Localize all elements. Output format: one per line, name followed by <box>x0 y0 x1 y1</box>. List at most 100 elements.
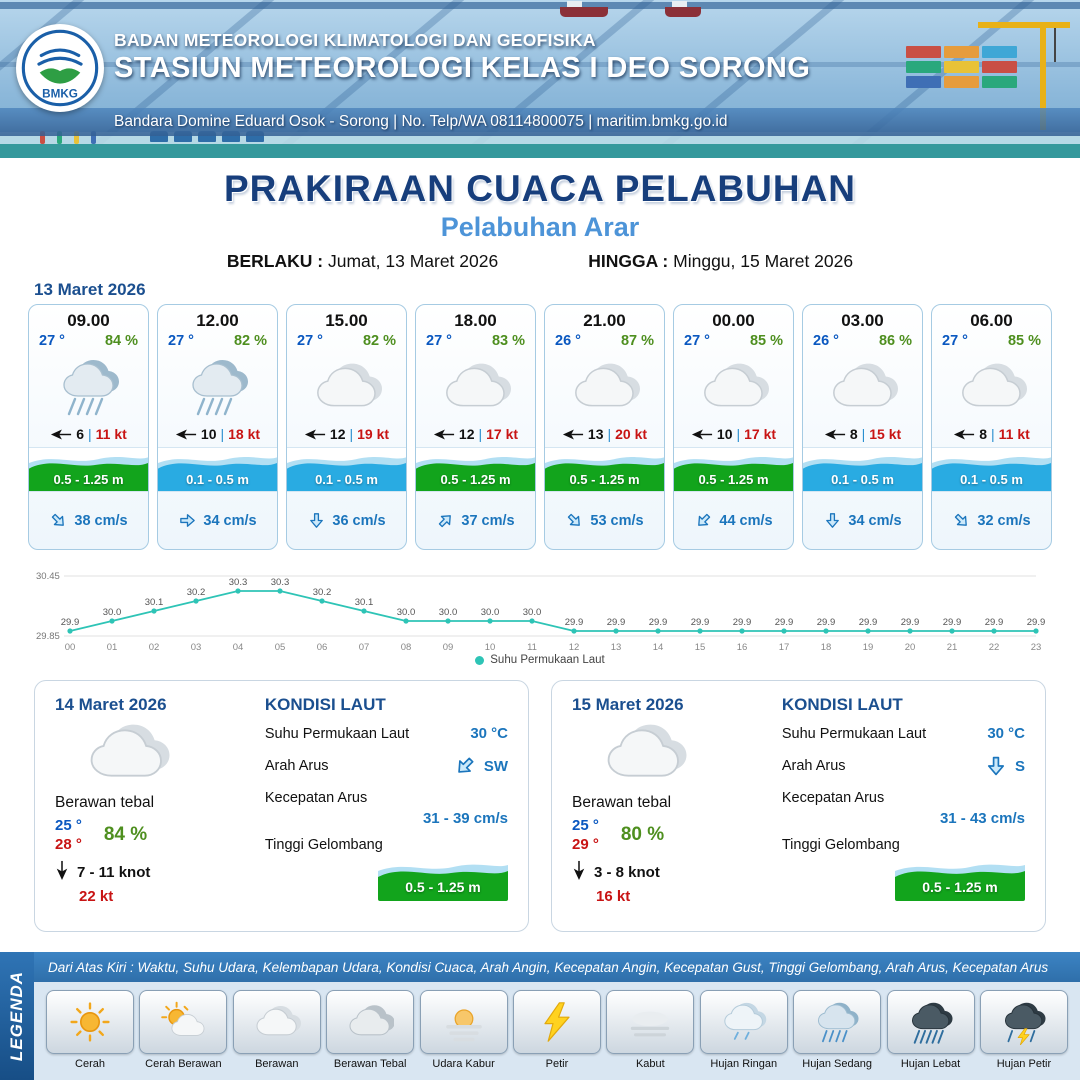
legend-description: Dari Atas Kiri : Waktu, Suhu Udara, Kele… <box>0 952 1080 982</box>
sea-conditions-title: KONDISI LAUT <box>264 695 386 714</box>
cloud-icon <box>674 349 793 425</box>
current-speed: 53 cm/s <box>590 512 644 529</box>
svg-text:29.9: 29.9 <box>607 617 626 628</box>
legend-item: Hujan Sedang <box>793 990 882 1070</box>
svg-text:29.9: 29.9 <box>565 617 584 628</box>
current-speed: 34 cm/s <box>848 512 902 529</box>
card-humidity: 86 % <box>878 333 912 349</box>
legend-items-row: Cerah Cerah Berawan Berawan Berawan Tebal Ud… <box>0 982 1080 1070</box>
card-humidity: 87 % <box>620 333 654 349</box>
wind-direction-icon <box>55 860 69 885</box>
day-condition: Berawan tebal <box>55 794 155 811</box>
current-direction-icon <box>45 507 72 534</box>
day-humidity: 80 % <box>620 824 665 845</box>
svg-text:19: 19 <box>863 642 874 652</box>
day-temp-max: 29 ° <box>572 836 599 853</box>
legend-item: Berawan Tebal <box>326 990 415 1070</box>
forecast-card: 00.00 27 ° 85 % 10 | 17 kt 0.5 - 1.25 m 44 cm/s <box>673 304 794 550</box>
wind-direction-icon <box>304 428 326 441</box>
svg-text:30.3: 30.3 <box>271 577 290 588</box>
card-temperature: 27 ° <box>297 333 323 349</box>
current-speed: 34 cm/s <box>203 512 257 529</box>
legend-item-label: Berawan <box>255 1058 299 1070</box>
forecast-card: 12.00 27 ° 82 % 10 | 18 kt 0.1 - 0.5 m 34 cm/s <box>157 304 278 550</box>
port-name: Pelabuhan Arar <box>440 212 640 242</box>
svg-text:21: 21 <box>947 642 958 652</box>
legend-footer: Dari Atas Kiri : Waktu, Suhu Udara, Kele… <box>0 952 1080 1080</box>
day-wind-range: 3 - 8 knot <box>594 864 660 881</box>
card-humidity: 83 % <box>491 333 525 349</box>
legend-item: Hujan Lebat <box>886 990 975 1070</box>
hingga-label: HINGGA : <box>588 251 669 271</box>
legend-item: Petir <box>512 990 601 1070</box>
current-direction-label: Arah Arus <box>781 758 846 774</box>
svg-text:BMKG: BMKG <box>42 88 78 101</box>
current-direction-icon <box>561 507 588 534</box>
card-humidity: 85 % <box>1007 333 1041 349</box>
separator: | <box>88 426 92 442</box>
legend-series-label: Suhu Permukaan Laut <box>490 654 605 666</box>
svg-text:02: 02 <box>149 642 160 652</box>
cloud-icon <box>81 719 259 792</box>
card-temperature: 26 ° <box>555 333 581 349</box>
wind-speed: 13 <box>587 426 604 442</box>
wave-height: 0.5 - 1.25 m <box>698 472 769 487</box>
card-temperature: 27 ° <box>942 333 968 349</box>
validity-period: BERLAKU : Jumat, 13 Maret 2026 HINGGA : … <box>0 251 1080 272</box>
rain-medium-icon <box>793 990 882 1054</box>
separator: | <box>478 426 483 442</box>
card-time: 12.00 <box>196 311 239 330</box>
wave-height: 0.5 - 1.25 m <box>405 879 481 895</box>
legend-item: Hujan Petir <box>979 990 1068 1070</box>
legend-item-label: Petir <box>545 1058 569 1070</box>
legend-item-label: Hujan Lebat <box>900 1058 961 1070</box>
card-time: 06.00 <box>970 311 1013 330</box>
svg-text:29.9: 29.9 <box>649 617 668 628</box>
cloud-icon <box>416 349 535 425</box>
wave-height-band: 0.5 - 1.25 m <box>29 448 148 492</box>
wave-height-band: 0.5 - 1.25 m <box>378 855 508 901</box>
day-humidity: 84 % <box>103 824 148 845</box>
daily-forecast-row: 14 Maret 2026 Berawan tebal 25 ° 28 ° 84 % 7 … <box>0 680 1080 932</box>
card-time: 15.00 <box>325 311 368 330</box>
card-temperature: 27 ° <box>684 333 710 349</box>
wave-height-label: Tinggi Gelombang <box>781 837 900 853</box>
svg-text:15: 15 <box>695 642 706 652</box>
card-time: 21.00 <box>583 311 626 330</box>
current-direction-icon <box>432 507 459 534</box>
sst-label: Suhu Permukaan Laut <box>264 725 410 742</box>
svg-text:18: 18 <box>821 642 832 652</box>
legend-item: Hujan Ringan <box>699 990 788 1070</box>
wind-speed: 12 <box>329 426 346 442</box>
wave-height-band: 0.1 - 0.5 m <box>287 448 406 492</box>
wind-direction-icon <box>175 428 197 441</box>
svg-text:29.9: 29.9 <box>1027 617 1046 628</box>
wind-direction-icon <box>824 428 846 441</box>
legend-item: Kabut <box>606 990 695 1070</box>
hingga-value: Minggu, 15 Maret 2026 <box>673 251 854 271</box>
wind-direction-icon <box>433 428 455 441</box>
wave-height-band: 0.1 - 0.5 m <box>932 448 1051 492</box>
wave-height-band: 0.5 - 1.25 m <box>545 448 664 492</box>
sst-value: 30 °C <box>470 725 508 742</box>
forecast-date: 13 Maret 2026 <box>34 280 146 299</box>
svg-text:30.2: 30.2 <box>313 587 332 598</box>
card-time: 09.00 <box>67 311 110 330</box>
svg-text:30.2: 30.2 <box>187 587 206 598</box>
day-wind-range: 7 - 11 knot <box>77 864 151 881</box>
svg-text:12: 12 <box>569 642 580 652</box>
wind-direction-icon <box>572 860 586 885</box>
rain-light-icon <box>699 990 788 1054</box>
day-temp-min: 25 ° <box>572 817 599 834</box>
svg-text:04: 04 <box>233 642 244 652</box>
current-speed: 36 cm/s <box>332 512 386 529</box>
current-speed: 44 cm/s <box>719 512 773 529</box>
svg-text:29.9: 29.9 <box>733 617 752 628</box>
gust-speed: 20 kt <box>615 426 648 442</box>
card-time: 18.00 <box>454 311 497 330</box>
svg-text:22: 22 <box>989 642 1000 652</box>
wind-direction-icon <box>691 428 713 441</box>
agency-name: BADAN METEOROLOGI KLIMATOLOGI DAN GEOFIS… <box>114 30 596 50</box>
wave-height: 0.5 - 1.25 m <box>53 472 124 487</box>
